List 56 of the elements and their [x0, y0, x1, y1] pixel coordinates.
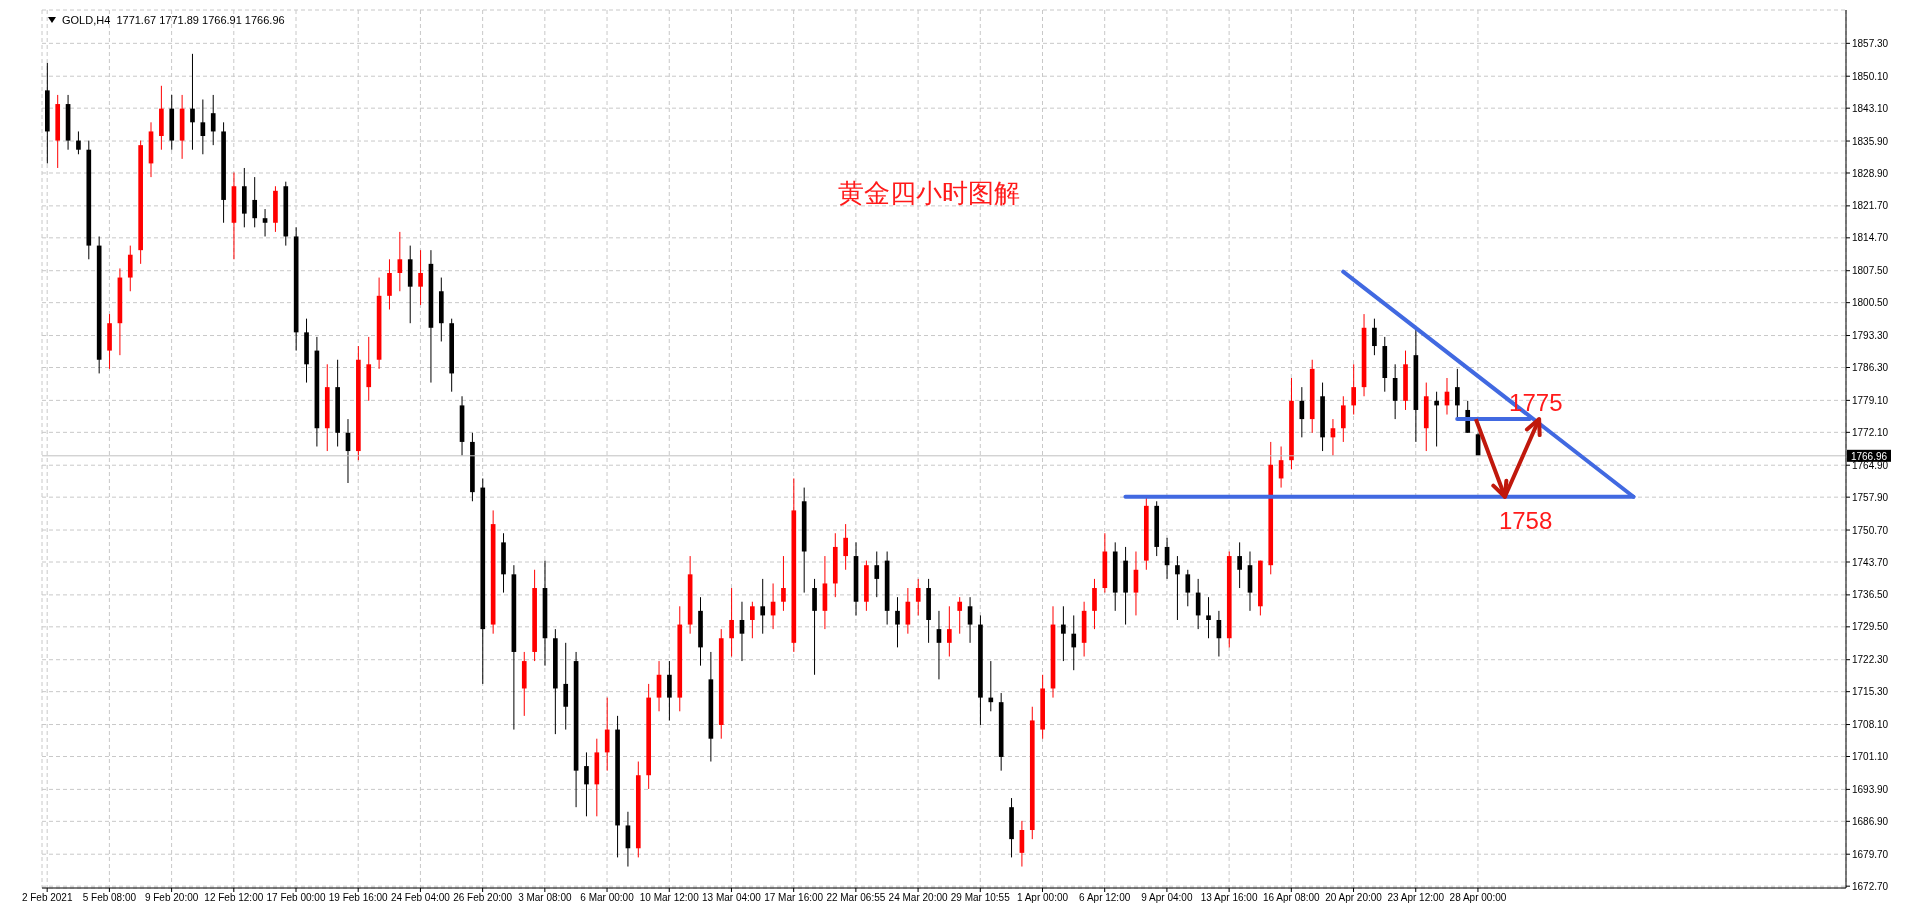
- x-tick-label: 5 Feb 08:00: [82, 892, 137, 904]
- x-tick-label: 17 Mar 16:00: [764, 892, 824, 904]
- chart-subtitle: GOLD,H4 1771.67 1771.89 1766.91 1766.96: [62, 14, 285, 26]
- x-tick-label: 24 Feb 04:00: [390, 892, 451, 904]
- y-tick-label: 1772.10: [1852, 426, 1889, 438]
- x-tick-label: 19 Feb 16:00: [328, 892, 389, 904]
- y-tick-label: 1807.50: [1852, 265, 1889, 277]
- x-tick-label: 26 Feb 20:00: [453, 892, 513, 904]
- x-tick-label: 10 Mar 12:00: [639, 892, 700, 904]
- y-tick-label: 1743.70: [1852, 556, 1889, 568]
- y-tick-label: 1814.70: [1852, 232, 1889, 244]
- x-tick-label: 6 Apr 12:00: [1079, 892, 1131, 904]
- y-tick-label: 1708.10: [1852, 719, 1889, 731]
- y-tick-label: 1786.30: [1852, 362, 1889, 374]
- text: 黄金四小时图解: [838, 177, 1020, 210]
- y-tick-label: 1800.50: [1852, 297, 1889, 309]
- x-tick-label: 13 Apr 16:00: [1200, 892, 1258, 904]
- x-tick-label: 12 Feb 12:00: [204, 892, 264, 904]
- x-tick-label: 28 Apr 00:00: [1449, 892, 1507, 904]
- y-tick-label: 1793.30: [1852, 330, 1889, 342]
- x-tick-label: 17 Feb 00:00: [266, 892, 326, 904]
- x-tick-label: 1 Apr 00:00: [1016, 892, 1069, 904]
- annotation: 1758: [1498, 506, 1553, 535]
- y-tick-label: 1857.30: [1852, 37, 1889, 49]
- x-tick-label: 9 Apr 04:00: [1141, 892, 1193, 904]
- y-tick-label: 1779.10: [1852, 394, 1889, 406]
- ref-line-label: 1766.96: [1850, 450, 1888, 462]
- x-tick-label: 23 Apr 12:00: [1387, 892, 1445, 904]
- y-tick-label: 1850.10: [1852, 70, 1889, 82]
- annotation: 1775: [1509, 389, 1563, 418]
- y-tick-label: 1715.30: [1852, 686, 1889, 698]
- x-tick-label: 6 Mar 00:00: [580, 892, 635, 904]
- x-tick-label: 13 Mar 04:00: [701, 892, 762, 904]
- y-tick-label: 1686.90: [1852, 815, 1889, 827]
- x-tick-label: 24 Mar 20:00: [888, 892, 948, 904]
- y-tick-label: 1750.70: [1852, 524, 1889, 536]
- y-tick-label: 1693.90: [1852, 783, 1889, 795]
- x-tick-label: 2 Feb 2021: [21, 892, 73, 904]
- y-tick-label: 1729.50: [1852, 621, 1889, 633]
- y-tick-label: 1821.70: [1852, 200, 1889, 212]
- y-tick-label: 1672.70: [1852, 880, 1889, 892]
- y-tick-label: 1764.90: [1852, 459, 1889, 471]
- y-tick-label: 1828.90: [1852, 167, 1889, 179]
- x-tick-label: 22 Mar 06:55: [826, 892, 886, 904]
- y-tick-label: 1757.90: [1852, 491, 1889, 503]
- x-tick-label: 3 Mar 08:00: [518, 892, 572, 904]
- y-tick-label: 1722.30: [1852, 654, 1889, 666]
- x-tick-label: 9 Feb 20:00: [144, 892, 199, 904]
- x-tick-label: 20 Apr 20:00: [1325, 892, 1383, 904]
- y-tick-label: 1843.10: [1852, 102, 1889, 114]
- y-tick-label: 1679.70: [1852, 848, 1889, 860]
- y-tick-label: 1736.50: [1852, 589, 1889, 601]
- y-tick-label: 1835.90: [1852, 135, 1889, 147]
- y-tick-label: 1701.10: [1852, 751, 1889, 763]
- x-tick-label: 29 Mar 10:55: [950, 892, 1011, 904]
- x-tick-label: 16 Apr 08:00: [1262, 892, 1321, 904]
